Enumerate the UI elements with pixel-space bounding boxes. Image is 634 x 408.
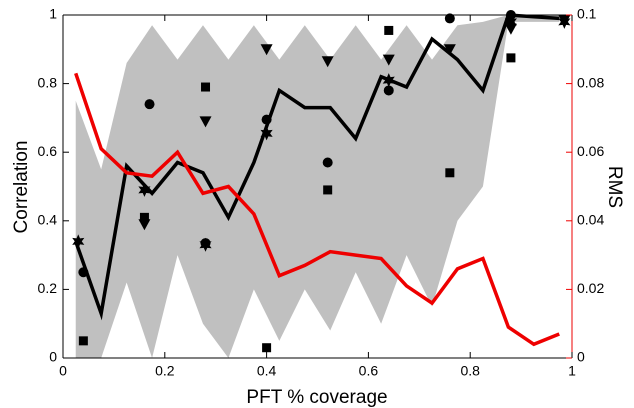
marker-triangle <box>260 44 273 56</box>
marker-star <box>382 73 395 88</box>
marker-triangle <box>443 44 456 56</box>
y-tick-label: 0.2 <box>38 280 58 296</box>
x-tick-label: 0.6 <box>359 363 379 379</box>
marker-star <box>260 126 273 141</box>
marker-star <box>558 14 571 29</box>
marker-star <box>72 234 85 249</box>
y-tick-label: 0.8 <box>38 74 58 90</box>
y-tick-label: 0 <box>49 349 57 365</box>
marker-circle <box>322 157 333 168</box>
marker-square <box>323 185 333 195</box>
marker-triangle <box>504 23 517 35</box>
y2-tick-label: 0.08 <box>577 74 604 90</box>
y2-axis-label: RMS <box>604 166 625 208</box>
x-axis-label: PFT % coverage <box>246 387 387 408</box>
marker-square <box>78 336 88 346</box>
marker-square <box>201 82 211 92</box>
x-tick-label: 0.4 <box>257 363 277 379</box>
y2-tick-label: 0.02 <box>577 280 604 296</box>
marker-triangle <box>321 56 334 68</box>
x-tick-label: 0.8 <box>460 363 480 379</box>
y-tick-label: 0.4 <box>38 212 58 228</box>
marker-square <box>262 343 272 353</box>
y-tick-label: 0.6 <box>38 143 58 159</box>
marker-star <box>138 182 151 197</box>
marker-triangle <box>382 54 395 66</box>
series-line <box>74 72 560 347</box>
marker-circle <box>144 99 155 110</box>
marker-circle <box>261 114 272 125</box>
marker-circle <box>444 13 455 24</box>
marker-star <box>199 237 212 252</box>
marker-triangle <box>199 116 212 128</box>
marker-circle <box>383 85 394 96</box>
range-band <box>75 15 560 358</box>
marker-square <box>506 53 516 63</box>
x-tick-label: 0.2 <box>155 363 175 379</box>
y2-tick-label: 0.1 <box>577 6 597 22</box>
marker-square <box>384 25 394 35</box>
y2-tick-label: 0 <box>577 349 585 365</box>
y2-tick-label: 0.06 <box>577 143 604 159</box>
marker-square <box>139 212 149 222</box>
marker-star <box>504 14 517 29</box>
x-tick-label: 1 <box>568 363 576 379</box>
marker-circle <box>78 267 89 278</box>
y-tick-label: 1 <box>49 6 57 22</box>
y2-tick-label: 0.04 <box>577 212 604 228</box>
x-tick-label: 0 <box>59 363 67 379</box>
marker-triangle <box>138 219 151 231</box>
y-axis-label: Correlation <box>11 141 32 234</box>
series-line <box>74 13 560 321</box>
marker-square <box>445 168 455 178</box>
